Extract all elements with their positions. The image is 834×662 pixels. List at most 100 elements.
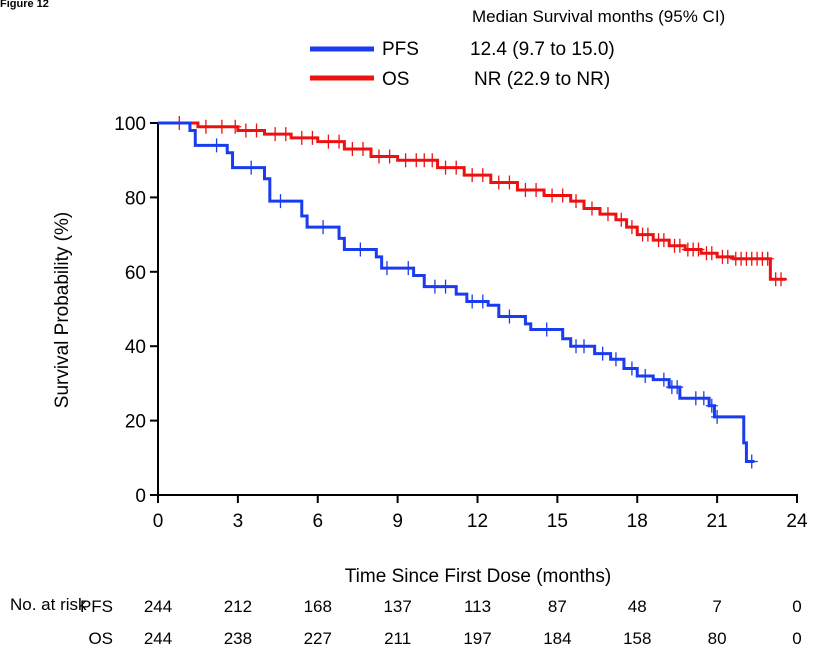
censor-mark-os: [530, 182, 543, 197]
censor-mark-os: [721, 249, 734, 264]
at-risk-row-label-os: OS: [88, 629, 113, 648]
censor-mark-os: [585, 201, 598, 216]
x-axis-title: Time Since First Dose (months): [345, 566, 611, 587]
censor-mark-os: [279, 127, 292, 142]
censor-mark-os: [466, 168, 479, 183]
x-tick-label: 6: [312, 511, 323, 532]
at-risk-table: 244 212 168 137 113 87 48 7 0 244 238 227 211 197 184 1…: [144, 597, 802, 648]
y-tick-label: 100: [114, 114, 146, 135]
censor-mark-pfs: [711, 409, 724, 424]
censor-mark-os: [519, 182, 532, 197]
censor-mark-os: [657, 233, 670, 248]
at-risk-value-pfs: 7: [712, 597, 721, 616]
censor-mark-os: [705, 246, 718, 261]
censor-mark-pfs: [596, 346, 609, 361]
censor-mark-os: [229, 119, 242, 134]
at-risk-value-os: 227: [304, 629, 332, 648]
censor-mark-os: [322, 134, 335, 149]
censor-mark-os: [570, 194, 583, 209]
censor-mark-os: [476, 168, 489, 183]
censor-mark-pfs: [317, 220, 330, 235]
at-risk-value-os: 211: [384, 629, 411, 648]
at-risk-value-pfs: 137: [383, 597, 411, 616]
legend-entry-pfs: PFS 12.4 (9.7 to 15.0): [310, 39, 615, 60]
censor-mark-os: [250, 123, 263, 138]
at-risk-value-os: 158: [623, 629, 651, 648]
censor-mark-pfs: [476, 294, 489, 309]
censor-mark-os: [503, 175, 516, 190]
at-risk-value-os: 238: [224, 629, 252, 648]
censor-mark-os: [450, 160, 463, 175]
censor-mark-os: [601, 207, 614, 222]
at-risk-row-label-pfs: PFS: [80, 597, 113, 616]
legend-label-os: OS: [382, 69, 409, 90]
x-tick-label: 15: [547, 511, 568, 532]
y-tick-label: 40: [125, 337, 146, 358]
censor-mark-os: [439, 160, 452, 175]
censor-mark-os: [625, 220, 638, 235]
censor-mark-pfs: [639, 368, 652, 383]
at-risk-value-pfs: 48: [628, 597, 647, 616]
at-risk-value-pfs: 244: [144, 597, 172, 616]
series-os: [158, 116, 788, 287]
censor-mark-os: [372, 149, 385, 164]
km-curve-pfs: [158, 121, 755, 464]
at-risk-value-os: 244: [144, 629, 172, 648]
censor-mark-os: [295, 130, 308, 145]
censor-mark-pfs: [245, 160, 258, 175]
censor-mark-pfs: [210, 138, 223, 153]
at-risk-value-os: 184: [543, 629, 571, 648]
at-risk-value-os: 0: [792, 629, 801, 648]
figure-label: Figure 12: [0, 0, 49, 10]
censor-mark-os: [426, 153, 439, 168]
x-tick-label: 18: [627, 511, 648, 532]
at-risk-value-pfs: 113: [464, 597, 491, 616]
censor-mark-os: [306, 130, 319, 145]
censor-mark-os: [399, 153, 412, 168]
censor-mark-os: [346, 142, 359, 157]
axes: 0 20 40 60 80 100 0 3 6 9 12 15 18 21 24: [114, 114, 808, 532]
at-risk-value-pfs: 212: [224, 597, 252, 616]
censor-mark-pfs: [705, 398, 718, 413]
censor-mark-pfs: [466, 294, 479, 309]
censor-mark-pfs: [745, 454, 758, 469]
censor-mark-pfs: [428, 279, 441, 294]
x-tick-label: 3: [233, 511, 244, 532]
km-curve-os: [158, 121, 787, 281]
legend-stat-os: NR (22.9 to NR): [474, 69, 610, 90]
censor-mark-os: [556, 188, 569, 203]
x-tick-label: 9: [392, 511, 403, 532]
censor-mark-os: [761, 251, 774, 266]
censor-mark-pfs: [697, 391, 710, 406]
legend-label-pfs: PFS: [382, 39, 419, 60]
censor-mark-os: [492, 175, 505, 190]
at-risk-value-os: 197: [463, 629, 491, 648]
y-tick-label: 0: [135, 486, 146, 507]
y-tick-label: 20: [125, 412, 146, 433]
censor-mark-pfs: [402, 261, 415, 276]
x-tick-label: 12: [467, 511, 488, 532]
legend-header: Median Survival months (95% CI): [472, 7, 725, 26]
x-tick-label: 24: [786, 511, 808, 532]
censor-mark-pfs: [503, 309, 516, 324]
censor-mark-os: [692, 242, 705, 257]
censor-mark-pfs: [671, 380, 684, 395]
at-risk-value-os: 80: [708, 629, 727, 648]
legend-stat-pfs: 12.4 (9.7 to 15.0): [470, 39, 615, 60]
censor-mark-os: [357, 142, 370, 157]
censor-mark-os: [333, 134, 346, 149]
legend-entry-os: OS NR (22.9 to NR): [310, 69, 610, 90]
at-risk-value-pfs: 0: [792, 597, 801, 616]
y-tick-label: 80: [125, 188, 146, 209]
censor-mark-os: [239, 123, 252, 138]
censor-mark-os: [215, 119, 228, 134]
censor-mark-pfs: [354, 242, 367, 257]
censor-mark-pfs: [657, 372, 670, 387]
at-risk-label: No. at risk: [10, 595, 87, 614]
censor-mark-os: [673, 238, 686, 253]
censor-mark-pfs: [578, 339, 590, 354]
y-axis-title: Survival Probability (%): [52, 212, 73, 408]
censor-mark-pfs: [540, 322, 553, 337]
censor-mark-os: [641, 227, 654, 242]
